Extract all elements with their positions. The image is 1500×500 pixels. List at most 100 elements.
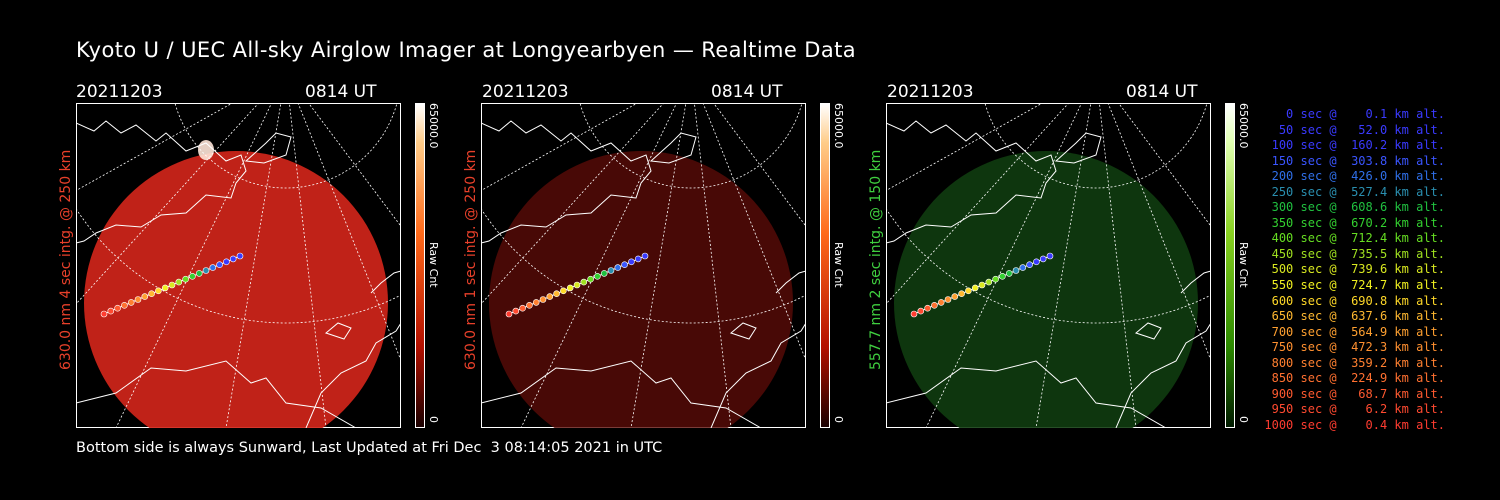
trajectory-point — [944, 296, 952, 303]
trajectory-point — [209, 264, 217, 271]
legend-entry: 500 sec @ 739.6 km alt. — [1271, 262, 1445, 277]
trajectory-point — [580, 278, 588, 286]
colorbar-min: 0 — [427, 416, 440, 423]
legend-entry: 100 sec @ 160.2 km alt. — [1271, 138, 1445, 153]
trajectory-point — [600, 270, 608, 277]
colorbar-min: 0 — [832, 416, 845, 423]
trajectory-point — [202, 267, 210, 274]
trajectory-point — [168, 281, 176, 289]
trajectory-point — [100, 310, 108, 318]
legend-entry: 450 sec @ 735.5 km alt. — [1271, 246, 1445, 261]
trajectory-point — [992, 275, 999, 283]
trajectory-point — [587, 275, 594, 283]
trajectory-point — [958, 290, 965, 297]
trajectory-point — [566, 284, 574, 292]
trajectory-point — [641, 252, 649, 260]
trajectory-point — [505, 310, 513, 318]
colorbar-max: 65000.0 — [832, 103, 845, 149]
trajectory-point — [937, 299, 945, 306]
airglow-disc — [489, 151, 793, 428]
trajectory-point — [1019, 264, 1027, 271]
airglow-disc — [84, 151, 388, 428]
trajectory-point — [1026, 261, 1033, 268]
panel-time: 0814 UT — [711, 82, 783, 102]
trajectory-point — [141, 293, 149, 300]
legend-entry: 750 sec @ 472.3 km alt. — [1271, 340, 1445, 355]
trajectory-point — [553, 290, 560, 297]
colorbar-min: 0 — [1237, 416, 1250, 423]
trajectory-point — [917, 307, 925, 315]
colorbar — [415, 103, 425, 428]
colorbar — [820, 103, 830, 428]
trajectory-point — [628, 258, 635, 266]
legend-entry: 300 sec @ 608.6 km alt. — [1271, 200, 1445, 215]
trajectory-point — [999, 273, 1006, 280]
legend-entry: 600 sec @ 690.8 km alt. — [1271, 293, 1445, 308]
trajectory-point — [526, 302, 533, 309]
trajectory-point — [1046, 252, 1054, 260]
trajectory-point — [965, 287, 972, 295]
trajectory-point — [1012, 267, 1020, 274]
trajectory-point — [175, 278, 183, 286]
trajectory-point — [229, 255, 237, 263]
trajectory-point — [532, 299, 540, 306]
colorbar-label: Raw Cnt — [832, 242, 845, 288]
legend-entry: 350 sec @ 670.2 km alt. — [1271, 215, 1445, 230]
trajectory-point — [539, 296, 547, 303]
panel-side-label: 630.0 nm 4 sec intg. @ 250 km — [58, 149, 74, 370]
colorbar-label: Raw Cnt — [1237, 242, 1250, 288]
trajectory-point — [971, 284, 979, 292]
allsky-image — [481, 103, 806, 428]
legend-entry: 400 sec @ 712.4 km alt. — [1271, 231, 1445, 246]
colorbar-label: Raw Cnt — [427, 242, 440, 288]
colorbar-max: 65000.0 — [1237, 103, 1250, 149]
legend-entry: 200 sec @ 426.0 km alt. — [1271, 169, 1445, 184]
trajectory-point — [910, 310, 918, 318]
trajectory-point — [223, 258, 230, 266]
trajectory-point — [195, 270, 203, 277]
trajectory-point — [236, 252, 244, 260]
allsky-image — [886, 103, 1211, 428]
trajectory-point — [107, 307, 115, 315]
legend-entry: 1000 sec @ 0.4 km alt. — [1264, 417, 1445, 432]
legend-entry: 900 sec @ 68.7 km alt. — [1271, 386, 1445, 401]
trajectory-point — [607, 267, 615, 274]
trajectory-point — [155, 287, 162, 295]
legend-entry: 800 sec @ 359.2 km alt. — [1271, 355, 1445, 370]
trajectory-point — [1005, 270, 1013, 277]
trajectory-point — [1039, 255, 1047, 263]
legend-entry: 850 sec @ 224.9 km alt. — [1271, 371, 1445, 386]
trajectory-point — [127, 299, 135, 306]
trajectory-point — [621, 261, 628, 268]
legend-entry: 950 sec @ 6.2 km alt. — [1271, 402, 1445, 417]
trajectory-point — [121, 302, 128, 309]
trajectory-point — [573, 281, 581, 289]
trajectory-point — [594, 273, 601, 280]
trajectory-point — [560, 287, 567, 295]
legend-entry: 50 sec @ 52.0 km alt. — [1278, 122, 1445, 137]
page-title: Kyoto U / UEC All-sky Airglow Imager at … — [76, 38, 857, 62]
trajectory-point — [114, 304, 121, 312]
trajectory-legend: 0 sec @ 0.1 km alt. 50 sec @ 52.0 km alt.… — [1255, 107, 1445, 433]
panel-side-label: 557.7 nm 2 sec intg. @ 150 km — [868, 149, 884, 370]
legend-entry: 0 sec @ 0.1 km alt. — [1286, 107, 1445, 121]
allsky-image — [76, 103, 401, 428]
trajectory-point — [951, 293, 959, 300]
trajectory-point — [546, 293, 554, 300]
colorbar-max: 65000.0 — [427, 103, 440, 149]
airglow-disc — [894, 151, 1198, 428]
trajectory-point — [931, 302, 938, 309]
trajectory-point — [182, 275, 189, 283]
footer-note: Bottom side is always Sunward, Last Upda… — [76, 440, 663, 456]
legend-entry: 550 sec @ 724.7 km alt. — [1271, 278, 1445, 293]
trajectory-point — [512, 307, 520, 315]
trajectory-point — [978, 281, 986, 289]
panel-date: 20211203 — [76, 82, 163, 102]
panel-time: 0814 UT — [1126, 82, 1198, 102]
trajectory-point — [634, 255, 642, 263]
panel-time: 0814 UT — [305, 82, 377, 102]
trajectory-point — [134, 296, 142, 303]
legend-entry: 250 sec @ 527.4 km alt. — [1271, 184, 1445, 199]
trajectory-point — [189, 273, 196, 280]
trajectory-point — [985, 278, 993, 286]
